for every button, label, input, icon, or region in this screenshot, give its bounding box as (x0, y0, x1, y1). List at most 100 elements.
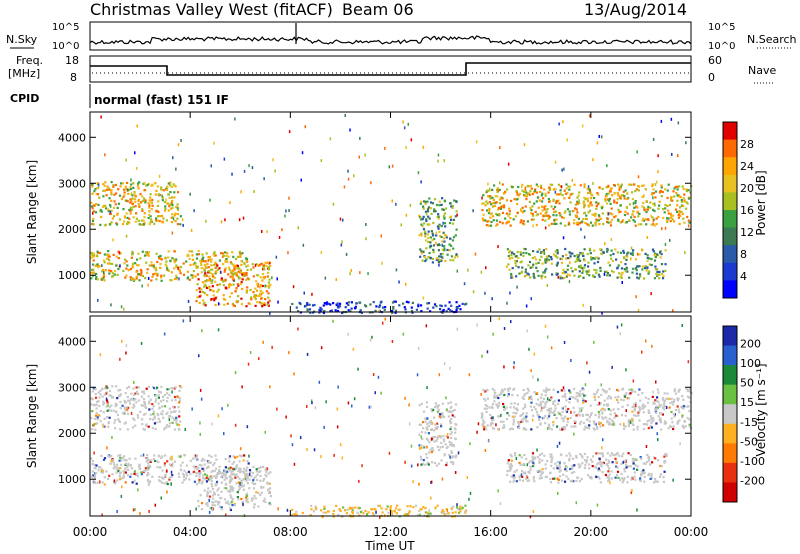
range-cell (263, 497, 266, 500)
range-cell (422, 505, 425, 509)
range-cell (210, 479, 213, 483)
range-cell (408, 510, 411, 513)
range-cell (648, 270, 651, 273)
range-cell (94, 388, 97, 391)
range-cell (249, 268, 253, 271)
range-cell (526, 387, 529, 390)
range-cell (233, 304, 236, 308)
range-cell (455, 254, 458, 257)
range-cell (548, 388, 551, 391)
range-cell (587, 265, 590, 268)
range-cell (563, 276, 566, 280)
range-cell (437, 213, 440, 216)
range-cell (574, 397, 577, 400)
range-cell (306, 405, 308, 408)
range-cell (606, 164, 608, 168)
range-cell (126, 222, 129, 226)
range-cell (575, 414, 578, 417)
range-cell (206, 490, 209, 493)
range-cell (666, 196, 669, 200)
range-cell (659, 464, 662, 468)
range-cell (530, 395, 533, 398)
range-cell (645, 200, 648, 203)
range-cell (320, 159, 323, 163)
range-cell (168, 478, 171, 481)
range-cell (418, 447, 421, 451)
range-cell (147, 202, 150, 205)
range-cell (146, 271, 149, 274)
range-cell (276, 407, 278, 411)
range-cell (178, 410, 181, 413)
range-cell (587, 261, 590, 264)
range-cell (537, 378, 539, 382)
range-cell (608, 461, 611, 464)
range-cell (91, 460, 95, 463)
range-cell (133, 191, 136, 194)
range-cell (621, 271, 624, 274)
range-cell (227, 286, 231, 289)
range-cell (195, 253, 198, 256)
range-cell (484, 204, 487, 207)
range-cell (418, 433, 421, 436)
range-cell (643, 471, 646, 475)
range-cell (260, 290, 263, 293)
range-cell (586, 426, 589, 429)
range-cell (382, 321, 384, 325)
range-cell (208, 279, 211, 282)
range-cell (231, 277, 234, 280)
range-cell (532, 476, 536, 479)
range-cell (245, 291, 248, 294)
range-cell (524, 186, 526, 190)
range-cell (509, 217, 512, 220)
range-cell (581, 407, 584, 410)
range-cell (104, 153, 106, 157)
range-cell (175, 419, 178, 422)
range-cell (662, 406, 665, 409)
range-cell (261, 305, 264, 308)
range-cell (596, 192, 599, 195)
range-cell (442, 214, 446, 217)
range-cell (676, 210, 679, 213)
range-cell (449, 401, 452, 404)
range-cell (114, 402, 117, 405)
range-cell (546, 260, 549, 263)
range-cell (441, 412, 444, 415)
range-cell (164, 473, 167, 476)
range-cell (519, 475, 522, 478)
range-cell (163, 428, 166, 431)
range-cell (150, 218, 153, 221)
range-cell (259, 284, 262, 287)
range-cell (102, 273, 105, 276)
range-cell (659, 256, 662, 259)
y-tick-label: 2000 (58, 223, 86, 236)
range-cell (588, 416, 591, 419)
range-cell (143, 216, 146, 219)
range-cell (589, 191, 592, 195)
range-cell (90, 397, 94, 400)
range-cell (484, 426, 487, 429)
range-cell (139, 193, 142, 196)
range-cell (374, 309, 377, 312)
range-cell (430, 451, 433, 454)
range-cell (520, 456, 523, 459)
range-cell (327, 302, 330, 305)
range-cell (439, 304, 442, 307)
range-cell (245, 258, 248, 261)
range-cell (579, 464, 582, 467)
range-cell (395, 202, 397, 206)
range-cell (678, 185, 681, 188)
range-cell (507, 263, 510, 266)
range-cell (531, 418, 534, 422)
range-cell (644, 218, 648, 221)
range-cell (191, 407, 193, 411)
range-cell (549, 481, 553, 484)
range-cell (521, 463, 524, 467)
range-cell (145, 387, 148, 390)
range-cell (508, 251, 511, 254)
range-cell (439, 253, 442, 256)
range-cell (493, 396, 496, 399)
range-cell (650, 258, 653, 261)
range-cell (498, 393, 501, 396)
range-cell (140, 404, 143, 407)
range-cell (102, 195, 105, 198)
